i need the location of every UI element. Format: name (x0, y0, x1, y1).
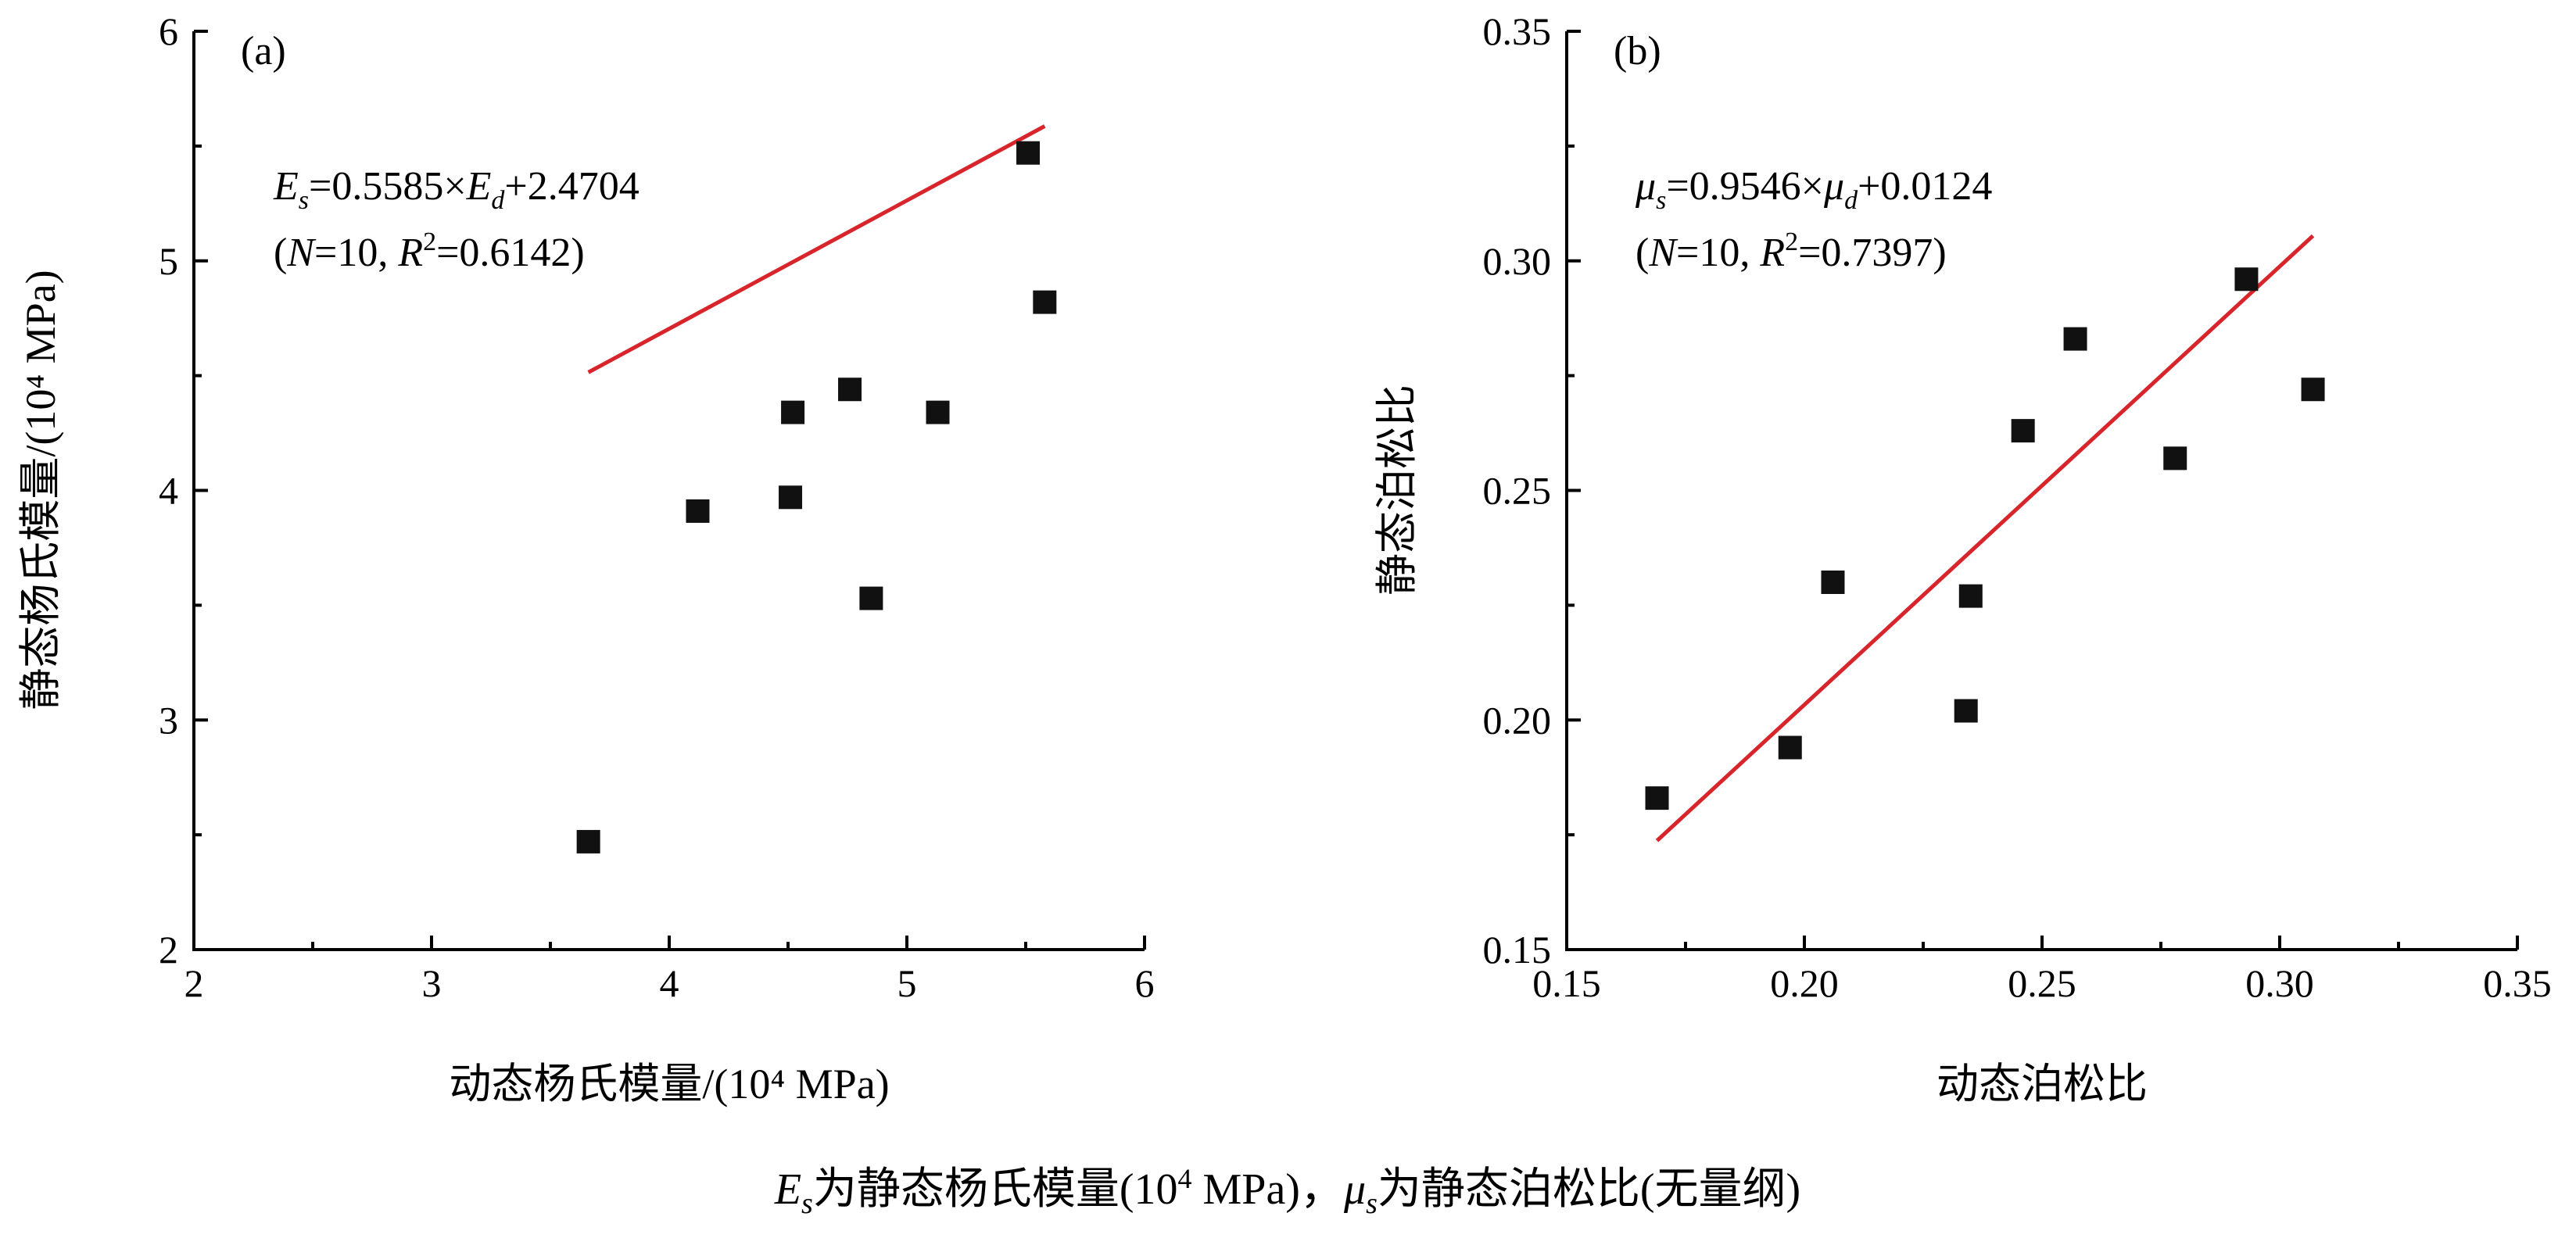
y-tick-label: 0.20 (1483, 698, 1552, 742)
panel-a-y-axis-title: 静态杨氏模量/(10⁴ MPa) (17, 270, 64, 710)
x-tick-label: 3 (422, 961, 442, 1005)
data-point (1645, 786, 1669, 810)
data-point (859, 586, 883, 610)
data-point (1821, 571, 1845, 594)
x-tick-label: 0.35 (2483, 961, 2552, 1005)
y-tick-label: 6 (159, 9, 178, 53)
y-tick-label: 0.15 (1483, 928, 1552, 971)
panel-b-label: (b) (1614, 29, 1661, 73)
data-point (576, 829, 600, 853)
panel-b-fit-stats: (N=10, R2=0.7397) (1636, 227, 1947, 275)
data-point (926, 400, 950, 424)
y-tick-label: 0.35 (1483, 9, 1552, 53)
panel-b-x-axis-title: 动态泊松比 (1936, 1061, 2148, 1107)
data-point (2163, 446, 2187, 471)
data-point (2234, 267, 2259, 292)
panel-b-ticks: 0.15 0.20 0.25 0.30 0.35 0.15 0.20 0.25 0.30 0.35 (1483, 9, 2552, 1005)
y-tick-label: 4 (159, 469, 178, 513)
panel-b-y-axis-title: 静态泊松比 (1374, 385, 1421, 596)
panel-a-label: (a) (241, 29, 286, 73)
data-point (1033, 290, 1057, 314)
panel-a-x-axis-title: 动态杨氏模量/(10⁴ MPa) (449, 1061, 889, 1107)
data-point (1954, 699, 1978, 723)
panel-a-equation: Es=0.5585×Ed+2.4704 (273, 164, 640, 215)
data-point (779, 485, 803, 510)
data-point (1016, 141, 1041, 165)
panel-a-fit-stats: (N=10, R2=0.6142) (274, 227, 585, 275)
x-tick-label: 0.25 (2008, 961, 2076, 1005)
x-tick-label: 2 (185, 961, 204, 1005)
data-point (1778, 735, 1802, 760)
data-point (2063, 327, 2087, 351)
data-point (686, 499, 710, 523)
x-tick-label: 0.30 (2245, 961, 2314, 1005)
y-tick-label: 3 (159, 698, 178, 742)
data-point (781, 400, 805, 424)
panel-a-points (576, 141, 1057, 853)
panel-b-poissons-ratio: 0.15 0.20 0.25 0.30 0.35 0.15 0.20 0.25 0.30 0.35… (1374, 9, 2552, 1107)
x-tick-label: 4 (660, 961, 679, 1005)
x-tick-label: 5 (897, 961, 917, 1005)
data-point (838, 377, 862, 402)
y-tick-label: 2 (159, 928, 178, 971)
panel-a-fit-group (587, 124, 1046, 374)
data-point (1958, 584, 1983, 608)
x-tick-label: 0.15 (1532, 961, 1601, 1005)
panel-b-points (1645, 267, 2325, 810)
y-tick-label: 0.25 (1483, 469, 1552, 513)
x-tick-label: 6 (1135, 961, 1155, 1005)
fit-line (587, 124, 1046, 374)
fit-line (1655, 234, 2315, 843)
data-point (2301, 377, 2325, 402)
panel-b-fit-group (1655, 234, 2315, 843)
y-tick-label: 0.30 (1483, 239, 1552, 283)
x-tick-label: 0.20 (1770, 961, 1839, 1005)
panel-a-youngs-modulus: 2 3 4 5 6 2 3 4 5 6 (a) Es=0.5585×Ed+2.4704 (N=10… (17, 9, 1155, 1107)
data-point (2011, 419, 2035, 443)
y-tick-label: 5 (159, 239, 178, 283)
figure-caption: Es为静态杨氏模量(104 MPa)，μs为静态泊松比(无量纲) (774, 1163, 1800, 1220)
panel-a-ticks: 2 3 4 5 6 2 3 4 5 6 (159, 9, 1155, 1005)
panel-b-equation: μs=0.9546×μd+0.0124 (1635, 164, 1992, 215)
